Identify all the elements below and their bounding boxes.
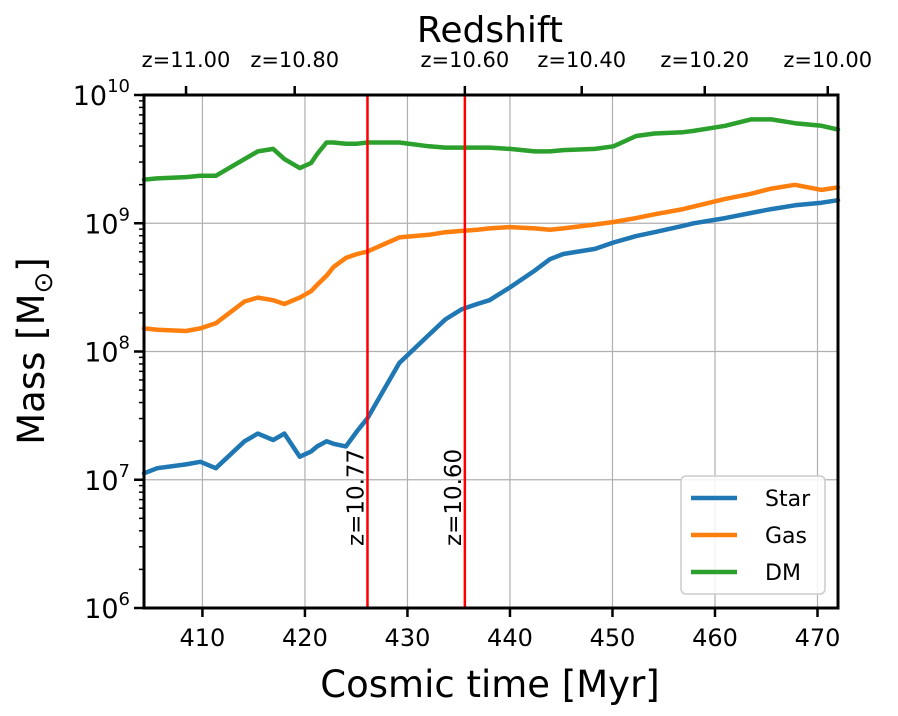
y-tick-label: 108: [84, 333, 130, 369]
top-axis-title: Redshift: [417, 10, 563, 51]
legend-label-star: Star: [765, 487, 811, 512]
series-line-gas: [141, 182, 841, 334]
y-tick-label: 106: [84, 589, 130, 625]
y-axis-title-subscript: ⊙: [29, 272, 59, 294]
y-axis-ticks: 106 107 108 109 1010: [73, 76, 144, 625]
x-axis-ticks: 410 420 430 440 450 460 470: [180, 608, 841, 652]
top-tick-label: z=11.00: [142, 48, 231, 72]
redshift-markers: z=10.77 z=10.60: [343, 95, 467, 608]
legend-label-dm: DM: [765, 561, 801, 586]
redshift-marker-label: z=10.60: [441, 449, 467, 546]
x-axis-title: Cosmic time [Myr]: [320, 663, 659, 706]
x-tick-label: 450: [590, 624, 636, 652]
data-series: [141, 117, 841, 476]
top-tick-label: z=10.60: [420, 48, 509, 72]
x-tick-label: 430: [385, 624, 431, 652]
legend-label-gas: Gas: [765, 524, 807, 549]
y-axis-title-close: ]: [10, 257, 53, 271]
x-tick-label: 420: [282, 624, 328, 652]
x-tick-label: 440: [487, 624, 533, 652]
svg-text:Mass [M⊙]: Mass [M⊙]: [10, 257, 59, 445]
top-tick-label: z=10.80: [250, 48, 339, 72]
top-tick-label: z=10.20: [660, 48, 749, 72]
x-tick-label: 470: [795, 624, 841, 652]
top-axis-ticks: z=11.00 z=10.80 z=10.60 z=10.40 z=10.20 z=10.…: [142, 48, 872, 95]
y-tick-label: 1010: [73, 76, 130, 112]
redshift-marker-label: z=10.77: [343, 449, 369, 546]
series-line-dm: [141, 117, 841, 182]
series-line-star: [141, 197, 841, 476]
x-tick-label: 460: [692, 624, 738, 652]
top-tick-label: z=10.40: [537, 48, 626, 72]
y-tick-label: 109: [84, 204, 130, 240]
y-axis-title: Mass [M⊙]: [10, 257, 59, 445]
legend: Star Gas DM: [680, 475, 826, 595]
y-tick-label: 107: [84, 461, 130, 497]
y-axis-title-main: Mass [M: [10, 293, 53, 444]
x-tick-label: 410: [180, 624, 226, 652]
top-tick-label: z=10.00: [783, 48, 872, 72]
legend-box: [680, 475, 826, 595]
